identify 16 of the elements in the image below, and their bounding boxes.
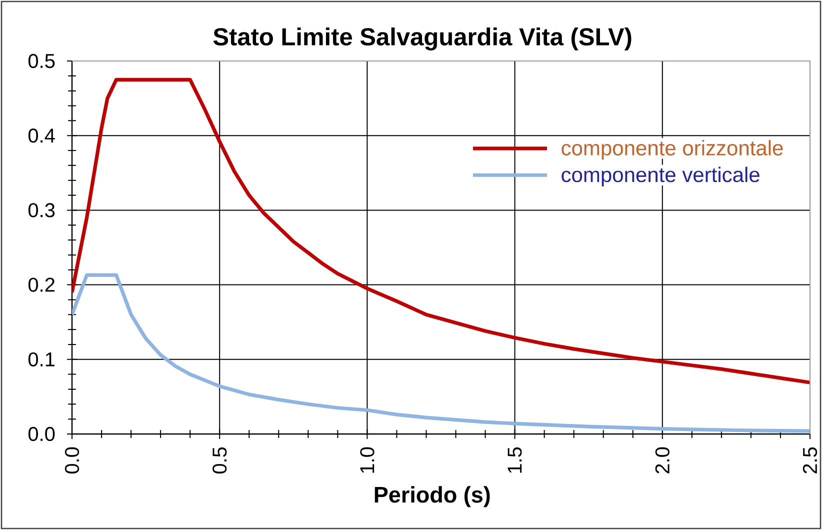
x-tick-label: 1.5 xyxy=(508,447,522,473)
y-tick-label: 0.1 xyxy=(28,352,54,366)
x-tick-label: 2.0 xyxy=(655,447,670,474)
x-tick-label: 0.5 xyxy=(212,447,227,474)
x-tick-label: 1.0 xyxy=(360,447,374,473)
x-tick-label: 0.0 xyxy=(64,447,80,474)
y-tick-label: 0.3 xyxy=(28,203,55,218)
y-tick-label: 0.0 xyxy=(28,426,55,442)
legend-label: componente verticale xyxy=(562,166,760,186)
x-axis-title: Periodo (s) xyxy=(374,486,490,508)
y-tick-label: 0.5 xyxy=(28,54,55,68)
x-tick-label: 2.5 xyxy=(802,447,818,474)
legend-label: componente orizzontale xyxy=(562,140,783,160)
y-tick-label: 0.4 xyxy=(28,128,55,143)
chart-title: Stato Limite Salvaguardia Vita (SLV) xyxy=(213,28,632,50)
y-tick-label: 0.2 xyxy=(28,278,54,292)
